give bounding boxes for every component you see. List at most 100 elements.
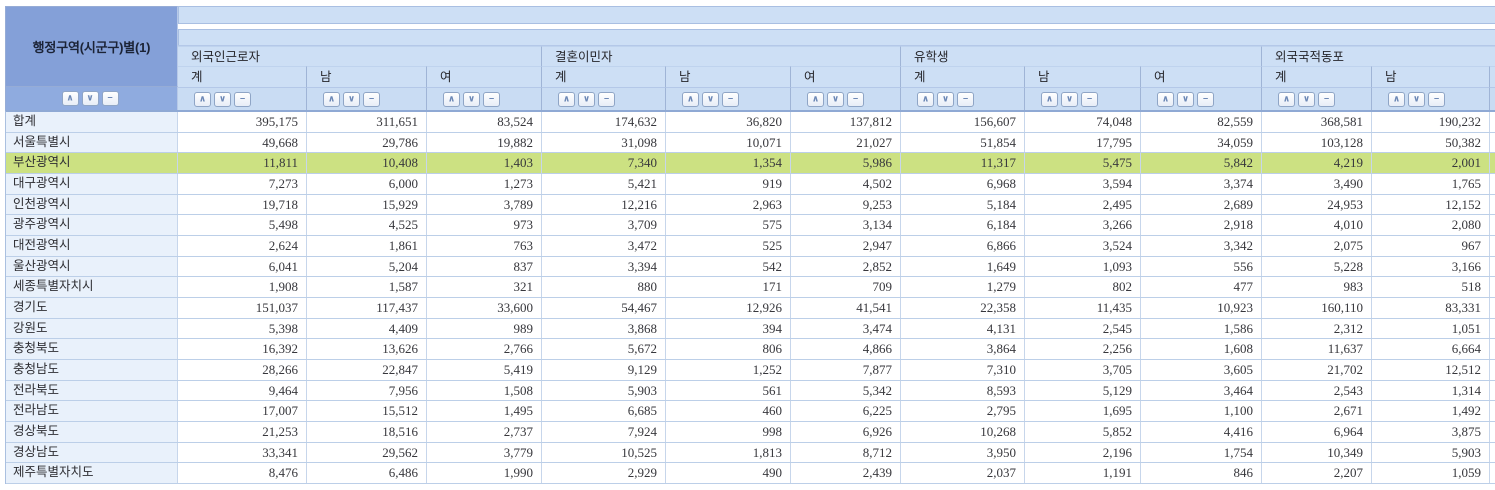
data-cell[interactable]: 973 <box>427 215 542 235</box>
row-name-cell[interactable]: 제주특별자치도 <box>6 463 178 483</box>
data-cell[interactable]: 3,474 <box>791 318 901 339</box>
data-cell[interactable]: 6,964 <box>1262 421 1372 442</box>
data-cell[interactable]: 21,702 <box>1262 359 1372 380</box>
data-cell[interactable]: 5,228 <box>1262 256 1372 277</box>
data-cell[interactable]: 1,093 <box>1025 256 1141 277</box>
data-cell[interactable]: 1,051 <box>1372 318 1490 339</box>
sort-descending-button[interactable]: ∨ <box>937 91 954 107</box>
data-cell[interactable] <box>1490 257 1495 277</box>
data-cell[interactable]: 12,216 <box>542 194 666 215</box>
sort-clear-button[interactable]: − <box>957 91 974 107</box>
sort-clear-button[interactable]: − <box>234 91 251 107</box>
sort-descending-button[interactable]: ∨ <box>81 91 99 106</box>
data-cell[interactable]: 989 <box>427 318 542 339</box>
data-cell[interactable]: 7,340 <box>542 153 666 173</box>
data-cell[interactable]: 7,924 <box>542 421 666 442</box>
data-cell[interactable]: 18,516 <box>307 421 427 442</box>
data-cell[interactable]: 846 <box>1141 463 1262 483</box>
data-cell[interactable]: 137,812 <box>791 112 901 132</box>
data-cell[interactable]: 2,671 <box>1262 401 1372 421</box>
data-cell[interactable] <box>1490 236 1495 256</box>
data-cell[interactable]: 11,317 <box>901 153 1025 173</box>
data-cell[interactable]: 5,398 <box>178 318 307 339</box>
sort-ascending-button[interactable]: ∧ <box>61 91 79 106</box>
data-cell[interactable]: 151,037 <box>178 297 307 318</box>
sort-clear-button[interactable]: − <box>1318 91 1335 107</box>
data-cell[interactable]: 490 <box>666 463 791 483</box>
data-cell[interactable]: 5,672 <box>542 339 666 359</box>
data-cell[interactable] <box>1490 422 1495 442</box>
data-cell[interactable]: 394 <box>666 318 791 339</box>
data-cell[interactable]: 837 <box>427 256 542 277</box>
data-cell[interactable]: 477 <box>1141 277 1262 297</box>
data-cell[interactable]: 321 <box>427 277 542 297</box>
data-cell[interactable]: 160,110 <box>1262 297 1372 318</box>
data-cell[interactable]: 103,128 <box>1262 132 1372 153</box>
data-cell[interactable]: 174,632 <box>542 112 666 132</box>
data-cell[interactable]: 49,668 <box>178 132 307 153</box>
data-cell[interactable]: 4,866 <box>791 339 901 359</box>
data-cell[interactable]: 11,637 <box>1262 339 1372 359</box>
row-name-cell[interactable]: 강원도 <box>6 318 178 339</box>
data-cell[interactable]: 1,813 <box>666 442 791 463</box>
data-cell[interactable]: 1,354 <box>666 153 791 173</box>
data-cell[interactable]: 5,129 <box>1025 380 1141 401</box>
data-cell[interactable]: 22,358 <box>901 297 1025 318</box>
data-cell[interactable]: 1,492 <box>1372 401 1490 421</box>
sort-descending-button[interactable]: ∨ <box>1061 91 1078 107</box>
row-name-cell[interactable]: 경기도 <box>6 297 178 318</box>
sort-descending-button[interactable]: ∨ <box>1408 91 1425 107</box>
data-cell[interactable]: 11,435 <box>1025 297 1141 318</box>
data-cell[interactable]: 83,524 <box>427 112 542 132</box>
data-cell[interactable]: 13,626 <box>307 339 427 359</box>
data-cell[interactable] <box>1490 215 1495 235</box>
data-cell[interactable]: 6,486 <box>307 463 427 483</box>
data-cell[interactable]: 6,184 <box>901 215 1025 235</box>
sort-clear-button[interactable]: − <box>363 91 380 107</box>
data-cell[interactable]: 3,594 <box>1025 173 1141 194</box>
data-cell[interactable] <box>1490 153 1495 173</box>
data-cell[interactable]: 1,508 <box>427 380 542 401</box>
data-cell[interactable]: 1,908 <box>178 277 307 297</box>
data-cell[interactable]: 3,266 <box>1025 215 1141 235</box>
data-cell[interactable]: 2,545 <box>1025 318 1141 339</box>
data-cell[interactable]: 967 <box>1372 235 1490 256</box>
data-cell[interactable]: 709 <box>791 277 901 297</box>
data-cell[interactable]: 16,392 <box>178 339 307 359</box>
data-cell[interactable]: 1,990 <box>427 463 542 483</box>
data-cell[interactable]: 8,593 <box>901 380 1025 401</box>
data-cell[interactable]: 6,225 <box>791 401 901 421</box>
data-cell[interactable]: 9,253 <box>791 194 901 215</box>
data-cell[interactable]: 2,080 <box>1372 215 1490 235</box>
data-cell[interactable]: 2,795 <box>901 401 1025 421</box>
data-cell[interactable] <box>1490 195 1495 215</box>
data-cell[interactable]: 4,525 <box>307 215 427 235</box>
data-cell[interactable]: 24,953 <box>1262 194 1372 215</box>
data-cell[interactable]: 5,204 <box>307 256 427 277</box>
data-cell[interactable]: 5,852 <box>1025 421 1141 442</box>
data-cell[interactable]: 806 <box>666 339 791 359</box>
data-cell[interactable]: 542 <box>666 256 791 277</box>
data-cell[interactable]: 51,854 <box>901 132 1025 153</box>
data-cell[interactable] <box>1490 443 1495 463</box>
data-cell[interactable]: 6,866 <box>901 235 1025 256</box>
data-cell[interactable]: 2,963 <box>666 194 791 215</box>
sort-descending-button[interactable]: ∨ <box>702 91 719 107</box>
data-cell[interactable]: 10,408 <box>307 153 427 173</box>
data-cell[interactable]: 1,314 <box>1372 380 1490 401</box>
row-name-cell[interactable]: 대구광역시 <box>6 173 178 194</box>
data-cell[interactable]: 5,184 <box>901 194 1025 215</box>
data-cell[interactable]: 2,918 <box>1141 215 1262 235</box>
data-cell[interactable]: 575 <box>666 215 791 235</box>
sort-clear-button[interactable]: − <box>598 91 615 107</box>
data-cell[interactable]: 1,754 <box>1141 442 1262 463</box>
data-cell[interactable]: 3,705 <box>1025 359 1141 380</box>
data-cell[interactable]: 2,766 <box>427 339 542 359</box>
data-cell[interactable]: 15,929 <box>307 194 427 215</box>
data-cell[interactable]: 5,903 <box>1372 442 1490 463</box>
data-cell[interactable]: 7,877 <box>791 359 901 380</box>
sort-clear-button[interactable]: − <box>101 91 119 106</box>
sort-clear-button[interactable]: − <box>483 91 500 107</box>
data-cell[interactable]: 74,048 <box>1025 112 1141 132</box>
data-cell[interactable]: 41,541 <box>791 297 901 318</box>
